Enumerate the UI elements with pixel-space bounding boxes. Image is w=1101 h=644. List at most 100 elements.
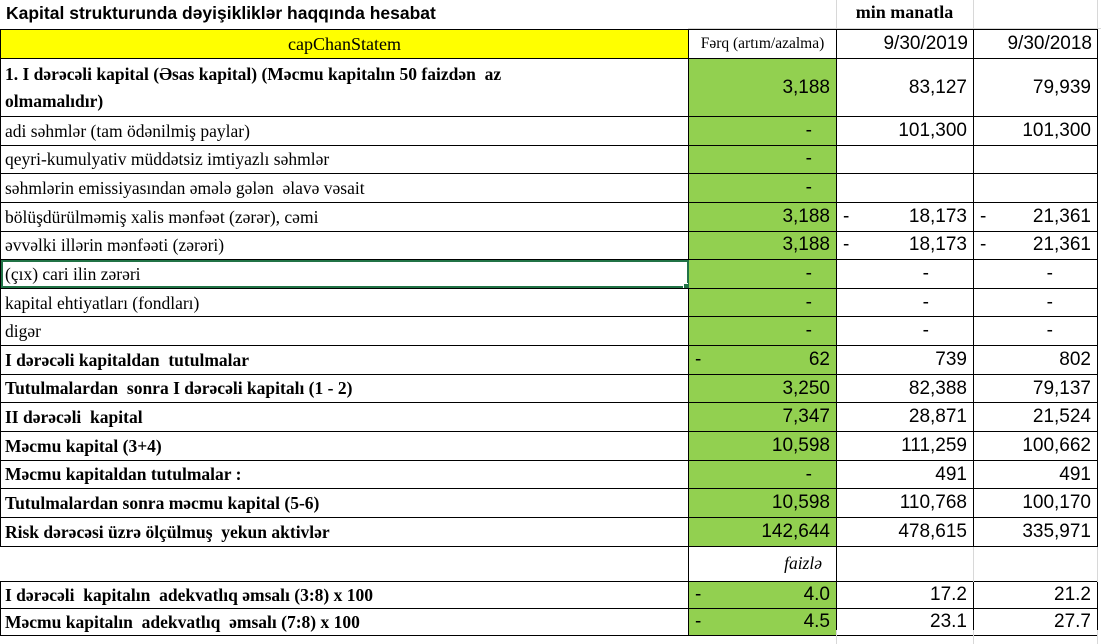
- value-cell-2019[interactable]: [836, 144, 974, 175]
- value-cell-2018[interactable]: -: [973, 287, 1098, 318]
- table-row: adi səhmlər (tam ödənilmiş paylar) -101,3…: [0, 116, 1098, 146]
- value-cell-2019[interactable]: 110,768: [836, 488, 974, 518]
- value-cell-2019[interactable]: -: [836, 259, 974, 289]
- row-label-cell[interactable]: Risk dərəcəsi üzrə ölçülmuş yekun aktivl…: [0, 516, 689, 547]
- diff-value-cell[interactable]: - 4.5: [688, 607, 837, 637]
- diff-value-cell[interactable]: 3,188: [688, 58, 837, 117]
- spacer-cell[interactable]: [0, 546, 689, 582]
- value-cell-2019[interactable]: 101,300: [836, 116, 974, 146]
- diff-value-cell[interactable]: 142,644: [688, 516, 837, 547]
- diff-value-cell[interactable]: 10,598: [688, 488, 837, 518]
- gridline: [1097, 0, 1098, 29]
- row-label-cell[interactable]: I dərəcəli kapitalın adekvatlıq əmsalı (…: [0, 580, 689, 609]
- table-row: Tutulmalardan sonra I dərəcəli kapitalı …: [0, 373, 1098, 404]
- row-label-cell[interactable]: 1. I dərəcəli kapital (Əsas kapital) (Mə…: [0, 58, 689, 117]
- value-cell-2019[interactable]: [836, 173, 974, 203]
- cell-value: 18,173: [908, 205, 967, 227]
- value-cell-2018[interactable]: 100,662: [973, 431, 1098, 461]
- row-label-cell[interactable]: Məcmu kapitaldan tutulmalar :: [0, 459, 689, 490]
- table-row: səhmlərin emissiyasından əmələ gələn əla…: [0, 173, 1098, 203]
- column-header-2019[interactable]: 9/30/2019: [836, 29, 974, 59]
- diff-value-cell[interactable]: 10,598: [688, 431, 837, 461]
- table-row: kapital ehtiyatları (fondları) - - -: [0, 287, 1098, 318]
- diff-value-cell[interactable]: -: [688, 287, 837, 318]
- value-cell-2018[interactable]: - 21,361: [973, 201, 1098, 232]
- diff-value-cell[interactable]: -: [688, 116, 837, 146]
- value-cell-2018[interactable]: 491: [973, 459, 1098, 490]
- column-header-2018[interactable]: 9/30/2018: [973, 29, 1098, 59]
- value-cell-2019[interactable]: 82,388: [836, 373, 974, 404]
- percent-unit-cell[interactable]: faizlə: [688, 546, 837, 582]
- value-cell-2019[interactable]: -: [836, 316, 974, 347]
- value-cell-2018[interactable]: 335,971: [973, 516, 1098, 547]
- value-cell-2018[interactable]: [973, 173, 1098, 203]
- value-cell-2018[interactable]: [973, 144, 1098, 175]
- row-label-cell[interactable]: qeyri-kumulyativ müddətsiz imtiyazlı səh…: [0, 144, 689, 175]
- negative-sign: -: [980, 205, 987, 227]
- table-row: Risk dərəcəsi üzrə ölçülmuş yekun aktivl…: [0, 516, 1098, 547]
- diff-value-cell[interactable]: 3,188: [688, 230, 837, 261]
- diff-value-cell[interactable]: -: [688, 259, 837, 289]
- value-cell-2018[interactable]: 101,300: [973, 116, 1098, 146]
- value-cell-2019[interactable]: - 18,173: [836, 201, 974, 232]
- value-cell-2018[interactable]: 21.2: [973, 580, 1098, 609]
- row-label-cell[interactable]: II dərəcəli kapital: [0, 402, 689, 433]
- gridline: [973, 630, 974, 644]
- diff-value-cell[interactable]: -: [688, 316, 837, 347]
- value-cell-2018[interactable]: 100,170: [973, 488, 1098, 518]
- value-cell-2019[interactable]: 739: [836, 345, 974, 375]
- row-label-cell[interactable]: Tutulmalardan sonra məcmu kapital (5-6): [0, 488, 689, 518]
- cell-value: 21,361: [1032, 205, 1091, 227]
- row-label-cell[interactable]: bölüşdürülməmiş xalis mənfəət (zərər), c…: [0, 201, 689, 232]
- row-label-cell[interactable]: səhmlərin emissiyasından əmələ gələn əla…: [0, 173, 689, 203]
- value-cell-2018[interactable]: -: [973, 259, 1098, 289]
- diff-value-cell[interactable]: - 4.0: [688, 580, 837, 609]
- sheet-name-cell[interactable]: capChanStatem: [0, 29, 689, 59]
- value-cell-2018[interactable]: 79,137: [973, 373, 1098, 404]
- value-cell-2019[interactable]: 111,259: [836, 431, 974, 461]
- empty-cell[interactable]: [836, 546, 974, 582]
- table-row: bölüşdürülməmiş xalis mənfəət (zərər), c…: [0, 201, 1098, 232]
- title-bar: Kapital strukturunda dəyişikliklər haqqı…: [0, 0, 1101, 29]
- diff-value-cell[interactable]: -: [688, 459, 837, 490]
- diff-value-cell[interactable]: 3,188: [688, 201, 837, 232]
- diff-value-cell[interactable]: -: [688, 144, 837, 175]
- value-cell-2019[interactable]: 23.1: [836, 607, 974, 637]
- value-cell-2019[interactable]: 491: [836, 459, 974, 490]
- value-cell-2019[interactable]: 83,127: [836, 58, 974, 117]
- row-label-cell[interactable]: adi səhmlər (tam ödənilmiş paylar): [0, 116, 689, 146]
- negative-sign: -: [695, 348, 702, 370]
- value-cell-2018[interactable]: 27.7: [973, 607, 1098, 637]
- diff-value-cell[interactable]: 3,250: [688, 373, 837, 404]
- empty-cell[interactable]: [973, 546, 1098, 582]
- selected-cell[interactable]: (çıx) cari ilin zərəri: [0, 259, 689, 289]
- value-cell-2018[interactable]: 79,939: [973, 58, 1098, 117]
- diff-value-cell[interactable]: -: [688, 173, 837, 203]
- value-cell-2018[interactable]: - 21,361: [973, 230, 1098, 261]
- cell-value: 4.0: [803, 583, 830, 605]
- value-cell-2018[interactable]: 802: [973, 345, 1098, 375]
- value-cell-2019[interactable]: - 18,173: [836, 230, 974, 261]
- row-label-cell[interactable]: kapital ehtiyatları (fondları): [0, 287, 689, 318]
- row-label-cell[interactable]: Tutulmalardan sonra I dərəcəli kapitalı …: [0, 373, 689, 404]
- row-label-cell[interactable]: I dərəcəli kapitaldan tutulmalar: [0, 345, 689, 375]
- value-cell-2019[interactable]: -: [836, 287, 974, 318]
- table-row: digər - - -: [0, 316, 1098, 347]
- value-cell-2019[interactable]: 17.2: [836, 580, 974, 609]
- cell-value: 62: [808, 348, 830, 370]
- value-cell-2019[interactable]: 28,871: [836, 402, 974, 433]
- row-label-cell[interactable]: Məcmu kapital (3+4): [0, 431, 689, 461]
- value-cell-2018[interactable]: -: [973, 316, 1098, 347]
- value-cell-2019[interactable]: 478,615: [836, 516, 974, 547]
- diff-value-cell[interactable]: 7,347: [688, 402, 837, 433]
- fill-handle[interactable]: [683, 282, 688, 288]
- row-label-cell[interactable]: Məcmu kapitalın adekvatlıq əmsalı (7:8) …: [0, 607, 689, 637]
- diff-value-cell[interactable]: - 62: [688, 345, 837, 375]
- table-row: II dərəcəli kapital 7,347 28,871 21,524: [0, 402, 1098, 433]
- row-label-cell[interactable]: digər: [0, 316, 689, 347]
- diff-column-header[interactable]: Fərq (artım/azalma): [688, 29, 837, 59]
- header-row: capChanStatem Fərq (artım/azalma) 9/30/2…: [0, 29, 1098, 59]
- row-label-cell[interactable]: əvvəlki illərin mənfəəti (zərəri): [0, 230, 689, 261]
- report-title: Kapital strukturunda dəyişikliklər haqqı…: [6, 3, 436, 23]
- value-cell-2018[interactable]: 21,524: [973, 402, 1098, 433]
